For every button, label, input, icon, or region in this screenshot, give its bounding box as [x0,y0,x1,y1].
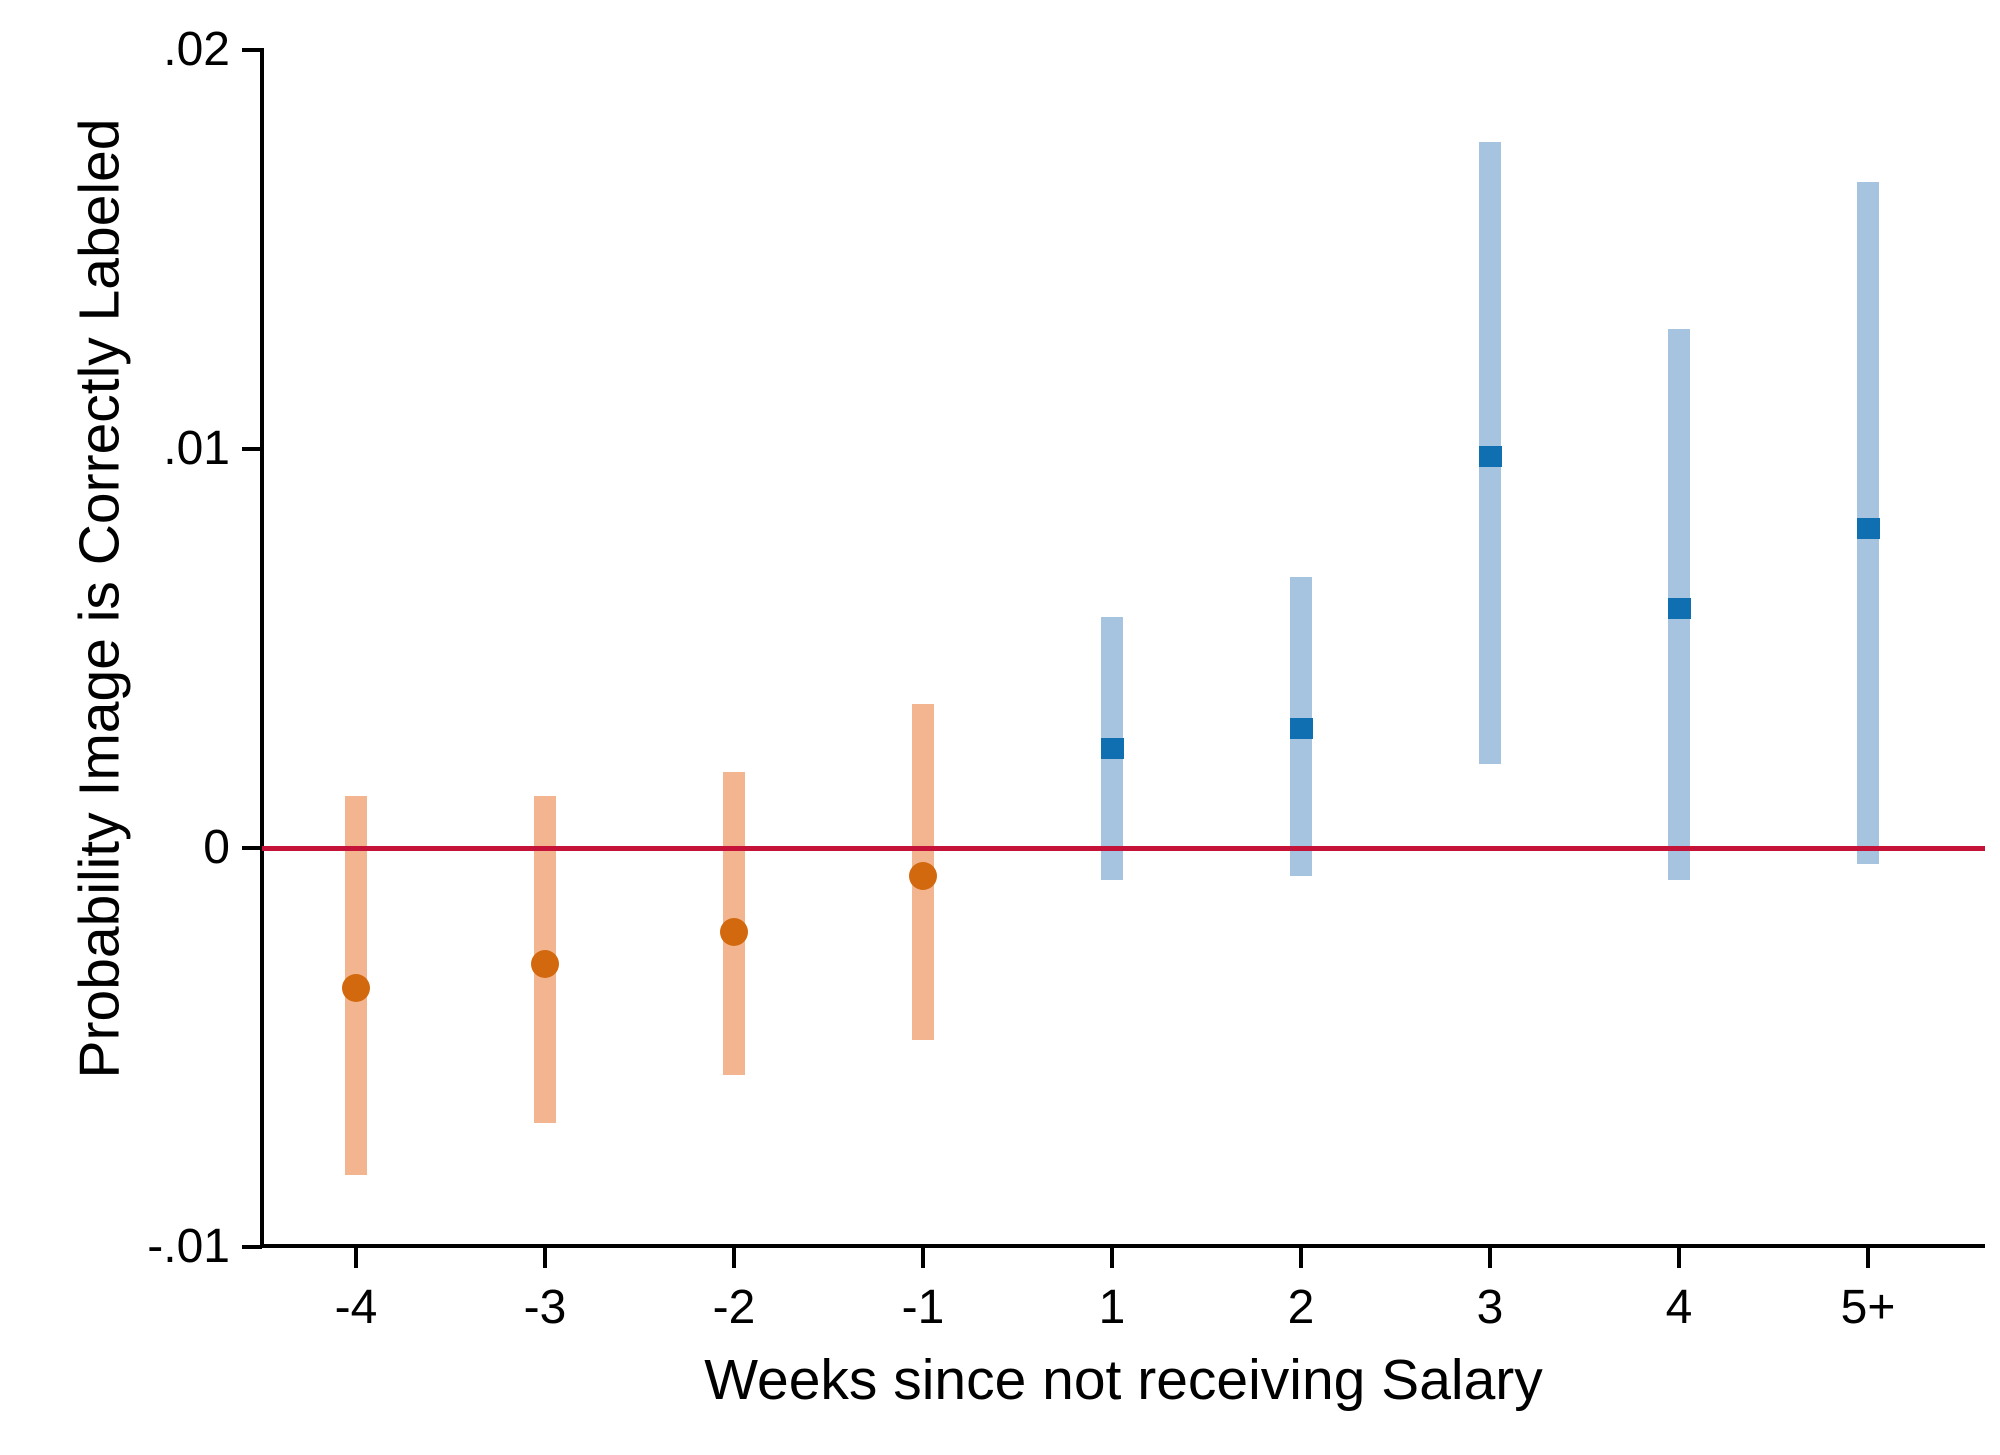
coefficient-marker-circle [909,861,937,890]
x-tick [1866,1248,1870,1268]
coefficient-marker-square [1100,737,1124,759]
coefficient-marker-square [1478,446,1502,468]
coefficient-marker-circle [342,973,370,1002]
coefficient-marker-circle [720,917,748,946]
x-tick [354,1248,358,1268]
zero-reference-line [262,845,1985,851]
y-tick [242,48,262,52]
x-axis-title: Weeks since not receiving Salary [704,1348,1543,1412]
x-tick [921,1248,925,1268]
x-tick-label: 3 [1476,1281,1504,1334]
x-tick [1677,1248,1681,1268]
y-axis-line [260,48,264,1248]
x-tick [1299,1248,1303,1268]
x-tick-label: -1 [901,1281,945,1334]
x-tick-label: 5+ [1840,1281,1896,1334]
x-tick-label: 1 [1098,1281,1126,1334]
y-tick [242,1245,262,1249]
y-tick-label: .01 [163,422,230,475]
coefficient-marker-square [1667,598,1691,620]
x-tick-label: -3 [523,1281,567,1334]
coefficient-marker-square [1289,717,1313,739]
y-tick-label: -.01 [147,1220,230,1273]
x-tick [1488,1248,1492,1268]
x-tick-label: -2 [712,1281,756,1334]
x-tick-label: 4 [1665,1281,1693,1334]
x-tick [732,1248,736,1268]
x-tick-label: 2 [1287,1281,1315,1334]
x-tick-label: -4 [334,1281,378,1334]
x-tick [1110,1248,1114,1268]
y-tick-label: 0 [203,821,230,874]
x-axis-line [260,1244,1985,1248]
coefficient-marker-square [1856,518,1880,540]
x-tick [543,1248,547,1268]
coefficient-marker-circle [531,949,559,978]
y-tick-label: .02 [163,23,230,76]
y-tick [242,447,262,451]
y-tick [242,846,262,850]
